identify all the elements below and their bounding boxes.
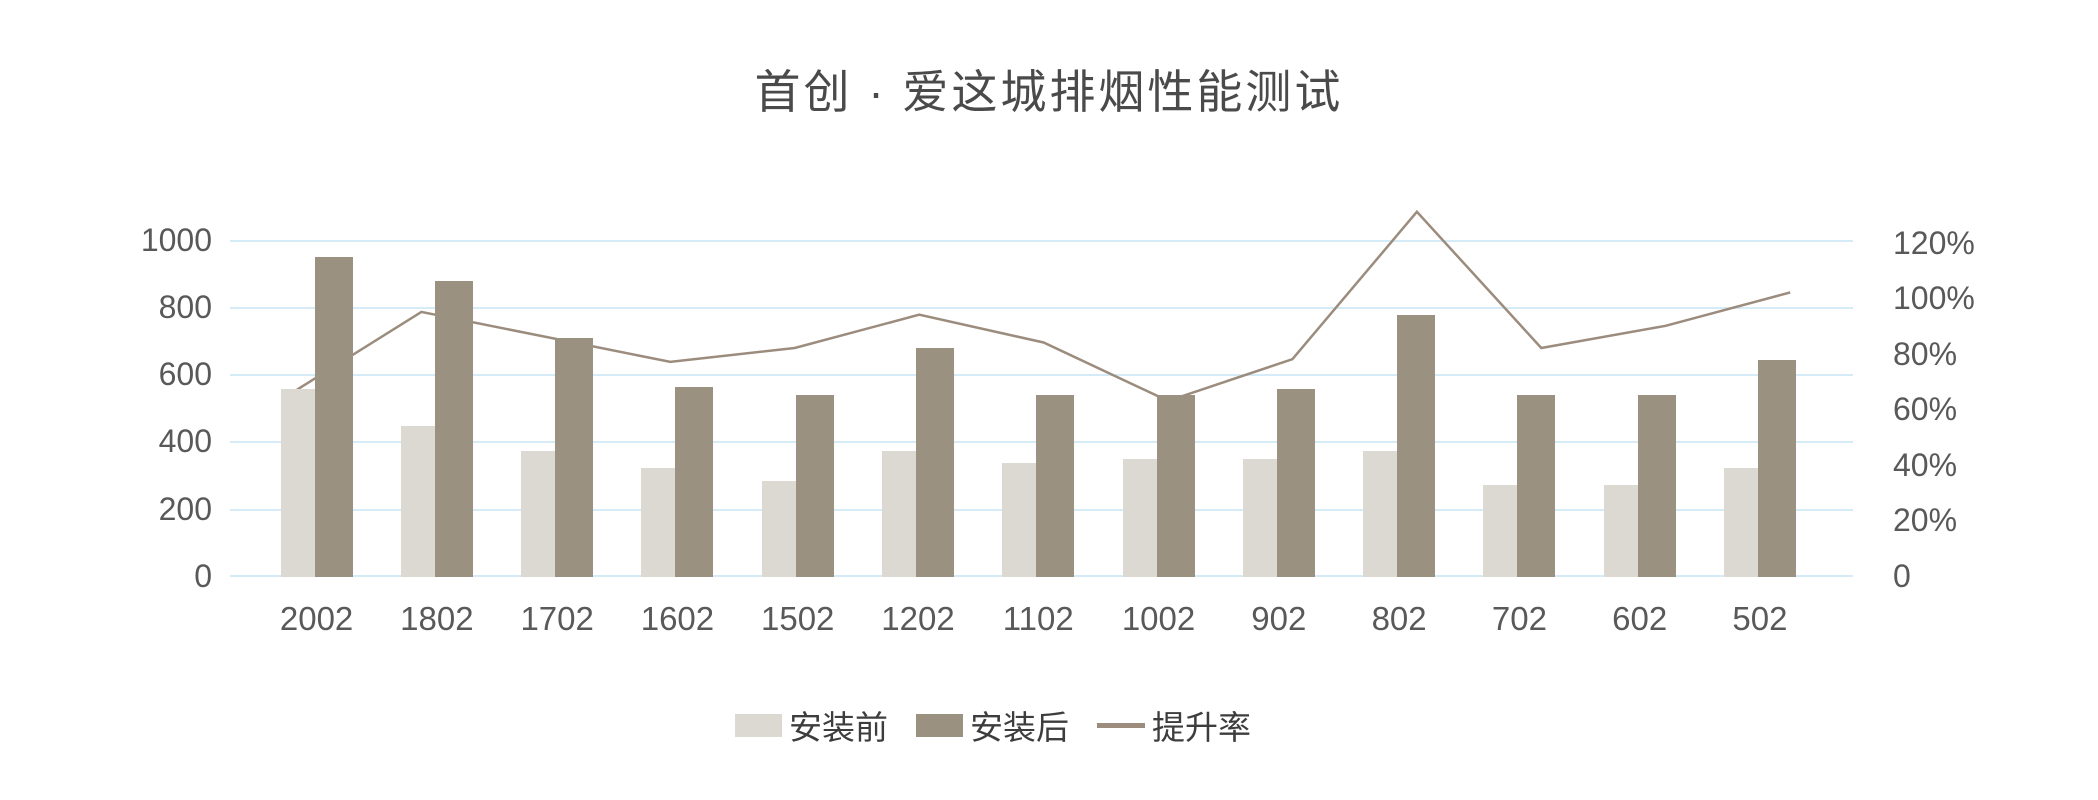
bar-after	[675, 386, 714, 577]
bar-before	[882, 450, 916, 577]
x-axis-tick-label: 1102	[1002, 600, 1074, 637]
bar-before	[521, 450, 556, 577]
bar-before	[1483, 484, 1518, 577]
left-axis-tick-label: 200	[158, 490, 212, 527]
right-axis-tick-label: 40%	[1893, 446, 1958, 483]
gridline	[230, 306, 1853, 309]
bar-after	[1397, 314, 1436, 577]
bar-after	[916, 348, 954, 577]
x-axis-tick-label: 1602	[640, 600, 715, 637]
gridline	[230, 374, 1853, 377]
left-axis-tick-label: 0	[194, 558, 212, 594]
x-axis-tick-label: 802	[1371, 600, 1427, 637]
x-axis-tick-label: 1502	[761, 600, 835, 637]
right-axis-tick-label: 0	[1893, 558, 1911, 594]
bar-before	[761, 481, 796, 577]
bar-after	[1517, 395, 1556, 577]
x-axis-tick-label: 1802	[400, 600, 474, 637]
bar-after	[314, 257, 353, 577]
x-axis-tick-label: 1202	[881, 600, 955, 637]
x-axis-tick-label: 602	[1612, 600, 1668, 637]
legend: 安装前 安装后 提升率	[721, 701, 1265, 749]
gridline	[230, 239, 1853, 242]
bar-before	[1363, 450, 1398, 577]
rate-line	[296, 209, 1791, 403]
left-axis-tick-label: 1000	[140, 221, 212, 258]
bar-after	[1156, 395, 1195, 577]
legend-swatch-icon	[916, 713, 963, 737]
plot-area	[230, 150, 1853, 577]
bar-before	[1122, 459, 1157, 577]
bar-after	[1036, 395, 1075, 577]
legend-label: 安装前	[789, 709, 888, 746]
x-axis-tick-label: 2002	[279, 600, 354, 637]
bar-before	[1723, 467, 1758, 577]
legend-item: 安装后	[916, 701, 1069, 749]
right-axis-tick-label: 100%	[1893, 280, 1975, 317]
left-axis-tick-label: 800	[158, 288, 212, 325]
legend-item: 安装前	[735, 701, 888, 749]
legend-item: 提升率	[1097, 701, 1251, 749]
x-axis-tick-label: 702	[1491, 600, 1547, 637]
right-axis-tick-label: 60%	[1893, 391, 1958, 428]
bar-before	[641, 467, 676, 577]
bar-after	[1637, 395, 1676, 577]
chart-title: 首创 · 爱这城排烟性能测试	[754, 66, 1344, 118]
legend-swatch-icon	[735, 713, 782, 737]
bar-after	[555, 338, 594, 577]
bar-after	[1757, 360, 1796, 577]
bar-after	[434, 281, 473, 577]
rate-line-path	[296, 209, 1791, 403]
left-axis-tick-label: 400	[158, 423, 212, 460]
bar-after	[1276, 388, 1315, 577]
right-axis-tick-label: 80%	[1893, 335, 1958, 372]
bar-before	[400, 425, 435, 577]
legend-label: 安装后	[970, 709, 1069, 746]
x-axis-tick-label: 502	[1732, 600, 1788, 637]
bar-after	[795, 395, 834, 577]
bar-before	[1002, 462, 1037, 577]
right-axis-tick-label: 120%	[1893, 224, 1975, 261]
legend-label: 提升率	[1152, 709, 1251, 746]
bar-before	[1603, 484, 1638, 577]
x-axis-tick-label: 1702	[520, 600, 594, 637]
bar-before	[1242, 459, 1277, 577]
legend-line-icon	[1097, 722, 1145, 728]
left-axis-tick-label: 600	[158, 356, 212, 393]
x-axis-tick-label: 902	[1251, 600, 1307, 637]
bar-before	[280, 388, 315, 577]
x-axis-tick-label: 1002	[1121, 600, 1196, 637]
right-axis-tick-label: 20%	[1893, 502, 1958, 539]
